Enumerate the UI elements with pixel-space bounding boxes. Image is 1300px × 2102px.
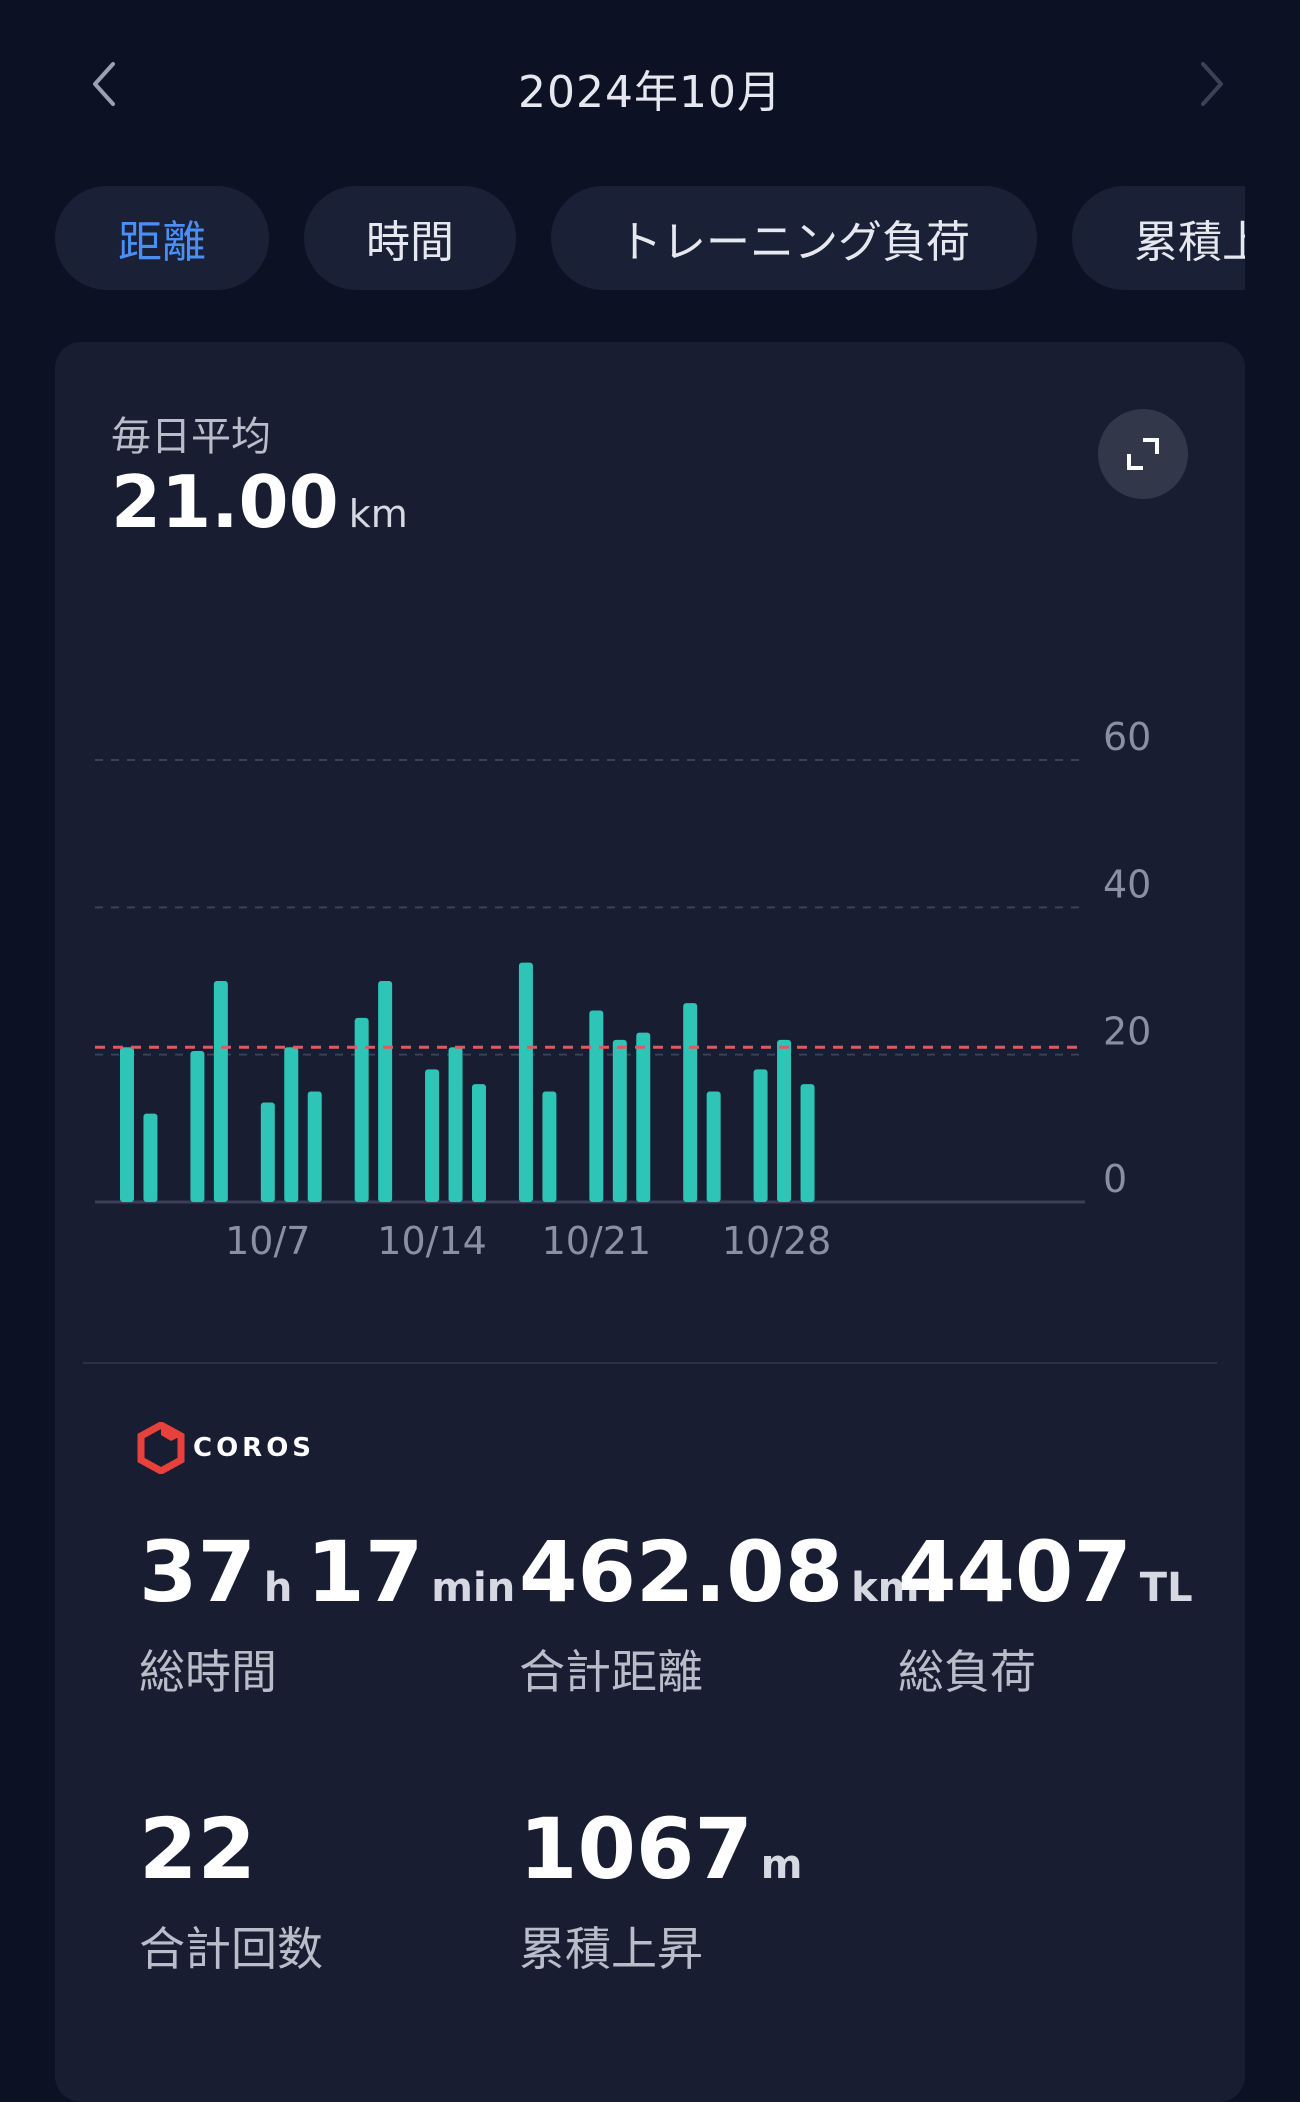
divider [83, 1362, 1217, 1364]
chart-bar [753, 1069, 768, 1202]
tab-label: トレーニング負荷 [618, 217, 970, 268]
y-tick-label: 60 [1103, 715, 1151, 759]
stat-item: 4407 TL 総負荷 [898, 1530, 1207, 1702]
stat-item: 22 合計回数 [139, 1807, 323, 1979]
stat-number: 37 [139, 1523, 256, 1621]
coros-logo-icon [137, 1422, 185, 1474]
month-header: 2024年10月 [0, 0, 1300, 170]
chart-bar [190, 1050, 205, 1202]
daily-average-label: 毎日平均 [111, 414, 271, 460]
stat-label: 累積上昇 [519, 1922, 703, 1976]
stat-value: 37 h 17 min [139, 1530, 529, 1614]
chart-bar [378, 981, 393, 1202]
tab-distance[interactable]: 距離 [55, 186, 269, 290]
stat-item: 1067 m 累積上昇 [519, 1807, 816, 1979]
tab-label: 累積上 [1134, 217, 1245, 268]
chart-bar [307, 1091, 322, 1202]
stat-label: 総負荷 [898, 1645, 1036, 1699]
tab-elevation[interactable]: 累積上 [1072, 186, 1245, 290]
stat-value: 4407 TL [898, 1530, 1207, 1614]
chart-bar [260, 1102, 275, 1202]
tab-label: 距離 [118, 217, 206, 268]
daily-average-value: 21.00 km [111, 460, 408, 544]
chevron-right-icon [1201, 62, 1223, 106]
expand-button[interactable] [1098, 409, 1188, 499]
stat-number: 4407 [898, 1523, 1132, 1621]
y-tick-label: 0 [1103, 1157, 1127, 1201]
average-number: 21.00 [111, 460, 339, 544]
stat-number: 1067 [519, 1800, 753, 1898]
stat-number: 17 [306, 1523, 424, 1621]
brand-name: COROS [193, 1433, 316, 1463]
metric-tabs: 距離 時間 トレーニング負荷 累積上 [0, 186, 1245, 290]
stat-value: 22 [139, 1807, 323, 1891]
chart-bar [589, 1010, 604, 1202]
x-tick-label: 10/28 [722, 1219, 832, 1263]
y-tick-label: 20 [1103, 1010, 1151, 1054]
stat-unit: TL [1139, 1565, 1193, 1611]
chart-bar [472, 1084, 486, 1202]
chart-bar [448, 1047, 463, 1202]
x-tick-label: 10/14 [377, 1219, 487, 1263]
chart-bar [213, 981, 228, 1202]
chart-bar [518, 962, 533, 1202]
chart-bar [143, 1113, 158, 1202]
chart-bar [800, 1084, 815, 1202]
stat-number: 462.08 [519, 1523, 844, 1621]
chart-bar [284, 1047, 299, 1202]
chart-bar [777, 1039, 792, 1202]
prev-month-button[interactable] [72, 52, 136, 116]
chart-bar [354, 1017, 369, 1202]
stats-card: 毎日平均 21.00 km 60 40 20 0 10/7 10/14 10/21 10/28 … [55, 342, 1245, 2102]
stat-unit: h [263, 1565, 293, 1611]
stat-label: 総時間 [139, 1645, 277, 1699]
chart-bar [542, 1091, 557, 1202]
stat-unit: km [851, 1565, 920, 1611]
coros-logo: COROS [137, 1420, 315, 1476]
chart-bar [425, 1069, 440, 1202]
month-title: 2024年10月 [518, 67, 782, 118]
stat-value: 462.08 km [519, 1530, 933, 1614]
average-unit: km [348, 492, 408, 536]
chart-bar [706, 1091, 721, 1202]
stat-item: 462.08 km 合計距離 [519, 1530, 933, 1702]
tab-training-load[interactable]: トレーニング負荷 [551, 186, 1037, 290]
stat-item: 37 h 17 min 総時間 [139, 1530, 529, 1702]
stat-unit: min [431, 1565, 516, 1611]
stat-label: 合計距離 [519, 1645, 703, 1699]
distance-bar-chart: 60 40 20 0 10/7 10/14 10/21 10/28 [95, 715, 1151, 1263]
tab-time[interactable]: 時間 [304, 186, 516, 290]
stat-unit: m [760, 1842, 803, 1888]
chart-bar [683, 1003, 698, 1202]
tab-label: 時間 [366, 217, 454, 268]
stat-value: 1067 m [519, 1807, 816, 1891]
y-tick-label: 40 [1103, 862, 1151, 906]
chart-bar [636, 1032, 651, 1202]
stat-number: 22 [139, 1800, 256, 1898]
x-tick-label: 10/7 [225, 1219, 310, 1263]
expand-icon [1127, 438, 1159, 470]
next-month-button[interactable] [1180, 52, 1244, 116]
stat-label: 合計回数 [139, 1922, 323, 1976]
x-tick-label: 10/21 [542, 1219, 652, 1263]
chevron-left-icon [93, 62, 115, 106]
chart-bar [120, 1047, 134, 1202]
chart-bar [612, 1039, 627, 1202]
